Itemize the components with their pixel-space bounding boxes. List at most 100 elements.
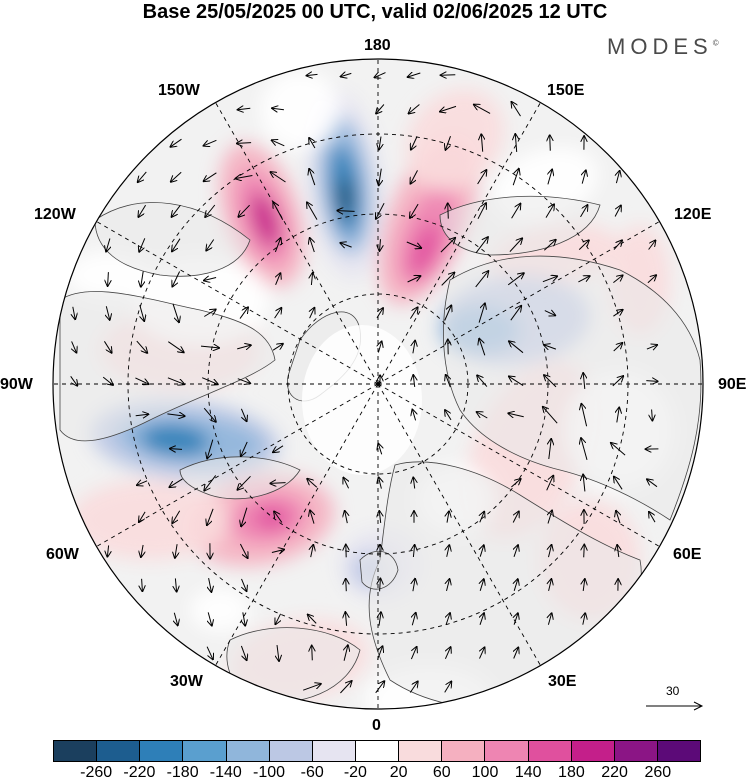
wind-arrow [413,579,415,592]
colorbar-swatch [399,741,443,761]
wind-arrow [307,479,318,488]
wind-arrow [411,170,418,183]
wind-arrow [274,308,282,319]
wind-arrow [580,205,588,218]
wind-arrow [170,478,183,487]
wind-arrow [578,240,589,250]
anomaly-blob [250,193,280,247]
wind-arrow [440,105,457,111]
colorbar-tick-labels: -260 -220 -180 -140 -100 -60 -20 20 60 100 140 180 2… [53,764,701,782]
wind-arrow [206,646,213,660]
anomaly-blob [405,88,505,192]
wind-arrow [509,376,524,387]
wind-arrow [410,203,419,218]
wind-arrow [613,240,622,250]
wind-arrow [507,273,524,286]
wind-arrow [546,476,554,491]
wind-arrow [583,579,585,591]
colorbar-tick-label: -180 [166,764,199,781]
wind-arrow [204,310,215,317]
wind-arrow [445,410,452,421]
wind-arrow [444,647,450,660]
wind-arrow [378,342,381,353]
wind-arrow [240,408,246,421]
anomaly-blob [190,588,250,632]
land-outline [59,291,276,442]
wind-arrow [649,512,656,523]
wind-arrow [548,511,552,524]
wind-arrow [239,307,248,319]
wind-arrow [545,204,554,218]
colorbar-tick-label: -60 [300,764,324,781]
wind-arrow [312,646,313,661]
lon-label-90e: 90E [718,376,747,393]
wind-arrow [310,510,314,524]
wind-arrow [140,304,144,321]
wind-arrow [136,340,147,353]
wind-arrow [270,483,286,484]
wind-arrow [613,310,622,317]
wind-arrow [139,238,146,251]
wind-arrow [444,306,452,321]
wind-arrow [376,202,385,219]
colorbar-swatch [183,741,227,761]
wind-arrow [237,379,250,384]
wind-arrow [578,276,589,283]
colorbar-tick-label: -140 [209,764,242,781]
wind-arrow [583,475,585,492]
wind-arrow [311,545,314,558]
wind-arrow [207,508,214,525]
lon-label-120w: 120W [34,206,76,223]
wind-arrow [550,135,551,151]
wind-arrow [239,543,247,558]
wind-arrow [582,170,586,184]
wind-arrow [207,439,214,459]
wind-arrow [412,410,415,421]
wind-arrow [475,237,488,254]
wind-arrow [480,613,484,625]
wind-arrow [477,412,488,419]
wind-arrow [614,477,623,490]
wind-arrow [344,645,348,661]
wind-arrow [544,311,555,316]
wind-arrow [648,241,656,250]
wind-arrow [448,203,449,219]
wind-arrow [409,682,417,693]
wind-arrow [172,204,181,217]
colorbar-swatch [657,741,701,761]
wind-arrow [340,243,352,247]
wind-arrow [345,612,346,626]
land-outline [94,202,251,277]
wind-arrow [548,613,551,625]
lon-label-150e: 150E [547,82,585,99]
wind-arrow [142,578,143,591]
map-border [52,58,704,710]
lon-label-180: 180 [364,37,391,54]
wind-arrow [446,136,451,150]
wind-arrow [447,511,449,523]
wind-arrow [413,545,414,558]
wind-arrow [141,544,143,557]
wind-arrow [274,512,283,523]
wind-arrow [340,681,351,694]
wind-arrow [271,172,286,183]
wind-arrow [379,168,382,186]
wind-arrow [616,511,620,524]
wind-arrow [511,204,521,219]
wind-arrow [238,204,250,217]
colorbar-tick-label: -260 [80,764,113,781]
colorbar-swatch [269,741,313,761]
lon-label-30w: 30W [170,673,203,690]
wind-arrow [514,579,518,591]
wind-arrow [509,341,524,354]
wind-arrow [512,512,519,523]
colorbar-swatch [140,741,184,761]
wind-arrow [240,645,246,660]
wind-arrow [311,273,312,286]
wind-arrow [379,136,381,150]
wind-arrow [480,579,484,591]
wind-arrow [273,445,284,452]
wind-arrow [509,238,522,252]
meridian-line [212,383,379,671]
pole-region [302,325,422,475]
